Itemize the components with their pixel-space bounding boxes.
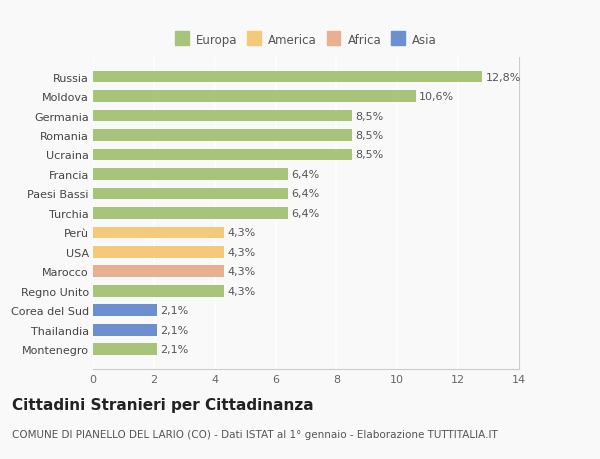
Bar <box>93 91 416 103</box>
Bar <box>93 227 224 239</box>
Bar <box>93 72 482 83</box>
Text: 10,6%: 10,6% <box>419 92 454 102</box>
Bar <box>93 169 288 180</box>
Bar <box>93 246 224 258</box>
Bar <box>93 130 352 141</box>
Text: 4,3%: 4,3% <box>227 286 256 296</box>
Bar <box>93 305 157 316</box>
Bar <box>93 344 157 355</box>
Text: 2,1%: 2,1% <box>161 306 189 316</box>
Bar <box>93 324 157 336</box>
Bar <box>93 266 224 278</box>
Bar <box>93 207 288 219</box>
Text: 8,5%: 8,5% <box>355 131 383 141</box>
Text: 8,5%: 8,5% <box>355 150 383 160</box>
Text: Cittadini Stranieri per Cittadinanza: Cittadini Stranieri per Cittadinanza <box>12 397 314 412</box>
Legend: Europa, America, Africa, Asia: Europa, America, Africa, Asia <box>173 32 439 50</box>
Text: 12,8%: 12,8% <box>486 73 521 82</box>
Bar <box>93 149 352 161</box>
Text: COMUNE DI PIANELLO DEL LARIO (CO) - Dati ISTAT al 1° gennaio - Elaborazione TUTT: COMUNE DI PIANELLO DEL LARIO (CO) - Dati… <box>12 429 498 439</box>
Text: 4,3%: 4,3% <box>227 228 256 238</box>
Bar <box>93 111 352 122</box>
Text: 4,3%: 4,3% <box>227 247 256 257</box>
Text: 6,4%: 6,4% <box>292 169 320 179</box>
Text: 2,1%: 2,1% <box>161 325 189 335</box>
Bar <box>93 188 288 200</box>
Text: 2,1%: 2,1% <box>161 345 189 354</box>
Text: 6,4%: 6,4% <box>292 208 320 218</box>
Text: 6,4%: 6,4% <box>292 189 320 199</box>
Text: 4,3%: 4,3% <box>227 267 256 277</box>
Text: 8,5%: 8,5% <box>355 111 383 121</box>
Bar <box>93 285 224 297</box>
